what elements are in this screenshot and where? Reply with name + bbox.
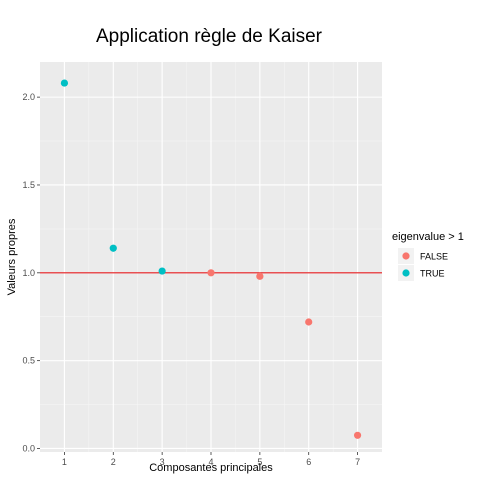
grid-lines	[40, 62, 382, 452]
y-tick-label: 0.5	[22, 356, 35, 366]
data-point-false	[256, 272, 264, 280]
legend-marker-true	[402, 269, 410, 277]
legend-marker-false	[402, 252, 410, 260]
legend-title: eigenvalue > 1	[392, 231, 464, 243]
y-tick-label: 0.0	[22, 443, 35, 453]
x-tick-label: 3	[160, 457, 165, 467]
chart-title: Application règle de Kaiser	[96, 26, 323, 47]
y-tick-label: 1.0	[22, 268, 35, 278]
legend-entries: FALSE TRUE	[398, 248, 448, 281]
data-point-true	[60, 79, 69, 87]
legend-label-false: FALSE	[420, 252, 448, 262]
data-point-true	[109, 244, 117, 252]
data-point-false	[207, 269, 215, 277]
x-tick-label: 6	[306, 457, 311, 467]
x-tick-label: 2	[111, 457, 116, 467]
x-tick-label: 7	[355, 457, 360, 467]
x-tick-label: 1	[62, 457, 67, 467]
y-axis-ticks: 0.0 0.5 1.0 1.5 2.0	[22, 92, 40, 453]
y-tick-label: 2.0	[22, 92, 35, 102]
data-point-true	[158, 267, 166, 275]
x-axis-title: Composantes principales	[149, 462, 273, 474]
data-points	[60, 79, 362, 439]
y-axis-title: Valeurs propres	[6, 218, 18, 295]
x-axis-ticks: 1 2 3 4 5 6 7	[62, 452, 360, 467]
data-point-false	[305, 318, 313, 326]
x-tick-label: 4	[208, 457, 213, 467]
legend: eigenvalue > 1 FALSE TRUE	[392, 231, 464, 281]
x-tick-label: 5	[257, 457, 262, 467]
y-tick-label: 1.5	[22, 180, 35, 190]
legend-label-true: TRUE	[420, 269, 445, 279]
data-point-false	[353, 431, 362, 439]
